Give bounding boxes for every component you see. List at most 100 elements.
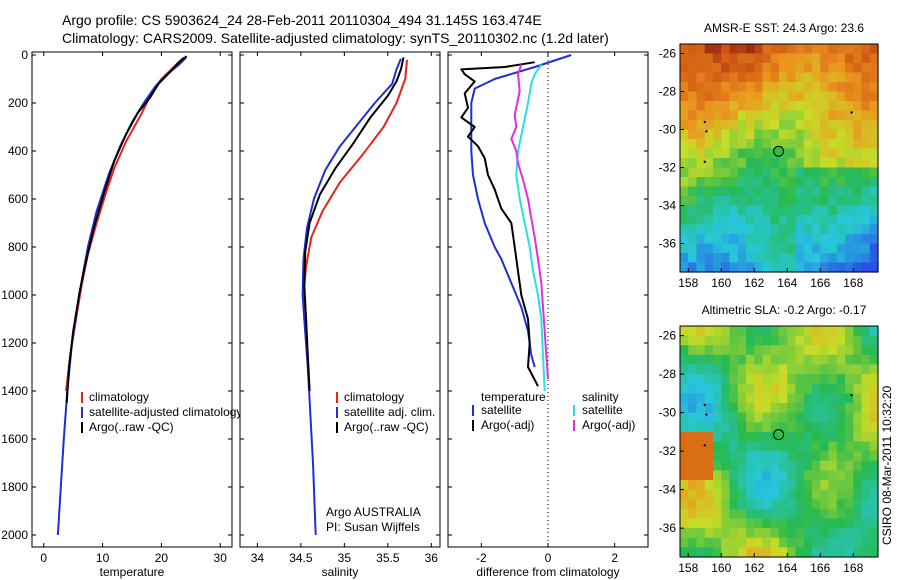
map-cell: [721, 205, 731, 216]
map-cell: [737, 205, 747, 216]
map-cell: [737, 186, 747, 197]
map-cell: [812, 451, 821, 462]
map-cell: [836, 129, 846, 140]
map-cell: [795, 110, 805, 121]
map-cell: [721, 537, 731, 548]
map-cell: [803, 499, 813, 510]
legend-label: satellite: [481, 403, 522, 417]
map-cell: [696, 489, 706, 500]
map-cell: [754, 177, 764, 188]
map-cell: [721, 364, 731, 375]
map-cell: [721, 460, 731, 471]
map-cell: [721, 120, 731, 131]
map-cell: [845, 412, 854, 423]
map-cell: [861, 224, 871, 235]
map-cell: [803, 489, 813, 500]
map-cell: [803, 345, 813, 356]
map-cell: [704, 186, 714, 197]
map-cell: [853, 253, 863, 264]
map-cell: [845, 82, 854, 93]
map-cell: [721, 110, 731, 121]
map-cell: [721, 63, 731, 74]
x-tick-label: 34.5: [289, 551, 313, 565]
map-cell: [828, 431, 838, 443]
map-cell: [779, 374, 788, 385]
map-cell: [704, 234, 714, 245]
map-cell: [729, 374, 739, 385]
map-cell: [704, 364, 714, 375]
map-cell: [713, 72, 722, 83]
map-cell: [787, 470, 797, 481]
map-cell: [803, 205, 813, 216]
map-cell: [762, 63, 772, 74]
map-cell: [770, 345, 780, 356]
map-cell: [754, 345, 764, 356]
map-cell: [779, 129, 788, 140]
series-line-3: [515, 64, 546, 392]
map-cell: [713, 537, 722, 548]
map-cell: [713, 489, 722, 500]
map-cell: [787, 393, 797, 404]
map-cell: [721, 53, 731, 64]
map-cell: [845, 72, 854, 83]
map-cell: [746, 120, 755, 131]
map-cell: [729, 129, 739, 140]
map-cell: [704, 177, 714, 188]
map-cell: [803, 451, 813, 462]
map-cell: [779, 499, 788, 510]
map-cell: [704, 547, 714, 558]
map-cell: [787, 262, 797, 273]
map-cell: [680, 63, 689, 74]
map-cell: [820, 177, 830, 188]
map-cell: [688, 422, 698, 433]
map-cell: [746, 196, 755, 207]
map-cell: [696, 431, 706, 443]
map-cell: [853, 441, 863, 452]
map-cell: [729, 422, 739, 433]
map-cell: [779, 451, 788, 462]
map-cell: [787, 528, 797, 539]
map-cell: [853, 470, 863, 481]
map-cell: [696, 129, 706, 140]
map-cell: [853, 234, 863, 245]
map-cell: [680, 393, 689, 404]
annotation-pi: PI: Susan Wijffels: [326, 520, 420, 534]
map-cell: [770, 480, 780, 491]
map-cell: [812, 110, 821, 121]
map-cell: [836, 253, 846, 264]
map-cell: [696, 53, 706, 64]
map-cell: [787, 335, 797, 346]
map-cell: [762, 480, 772, 491]
map-cell: [795, 383, 805, 394]
map-cell: [828, 253, 838, 264]
map-cell: [869, 383, 879, 394]
map-cell: [803, 243, 813, 254]
map-cell: [688, 262, 698, 273]
x-tick-label: 166: [810, 276, 830, 290]
map-cell: [721, 148, 731, 159]
map-cell: [737, 345, 747, 356]
map-cell: [795, 224, 805, 235]
map-cell: [729, 110, 739, 121]
map-cell: [770, 72, 780, 83]
map-cell: [754, 460, 764, 471]
map-cell: [688, 364, 698, 375]
map-cell: [737, 63, 747, 74]
map-cell: [688, 518, 698, 529]
map-cell: [713, 101, 722, 112]
map-cell: [861, 460, 871, 471]
map-cell: [779, 460, 788, 471]
legend-label: satellite: [582, 403, 623, 417]
map-cell: [713, 91, 722, 102]
map-cell: [836, 101, 846, 112]
legend-label: climatology: [89, 390, 149, 404]
map-cell: [820, 383, 830, 394]
map-cell: [737, 383, 747, 394]
map-cell: [853, 354, 863, 366]
map-cell: [696, 528, 706, 539]
map-cell: [828, 224, 838, 235]
map-cell: [688, 234, 698, 245]
map-title: Altimetric SLA: -0.2 Argo: -0.17: [702, 303, 867, 317]
map-cell: [762, 431, 772, 443]
map-cell: [754, 470, 764, 481]
